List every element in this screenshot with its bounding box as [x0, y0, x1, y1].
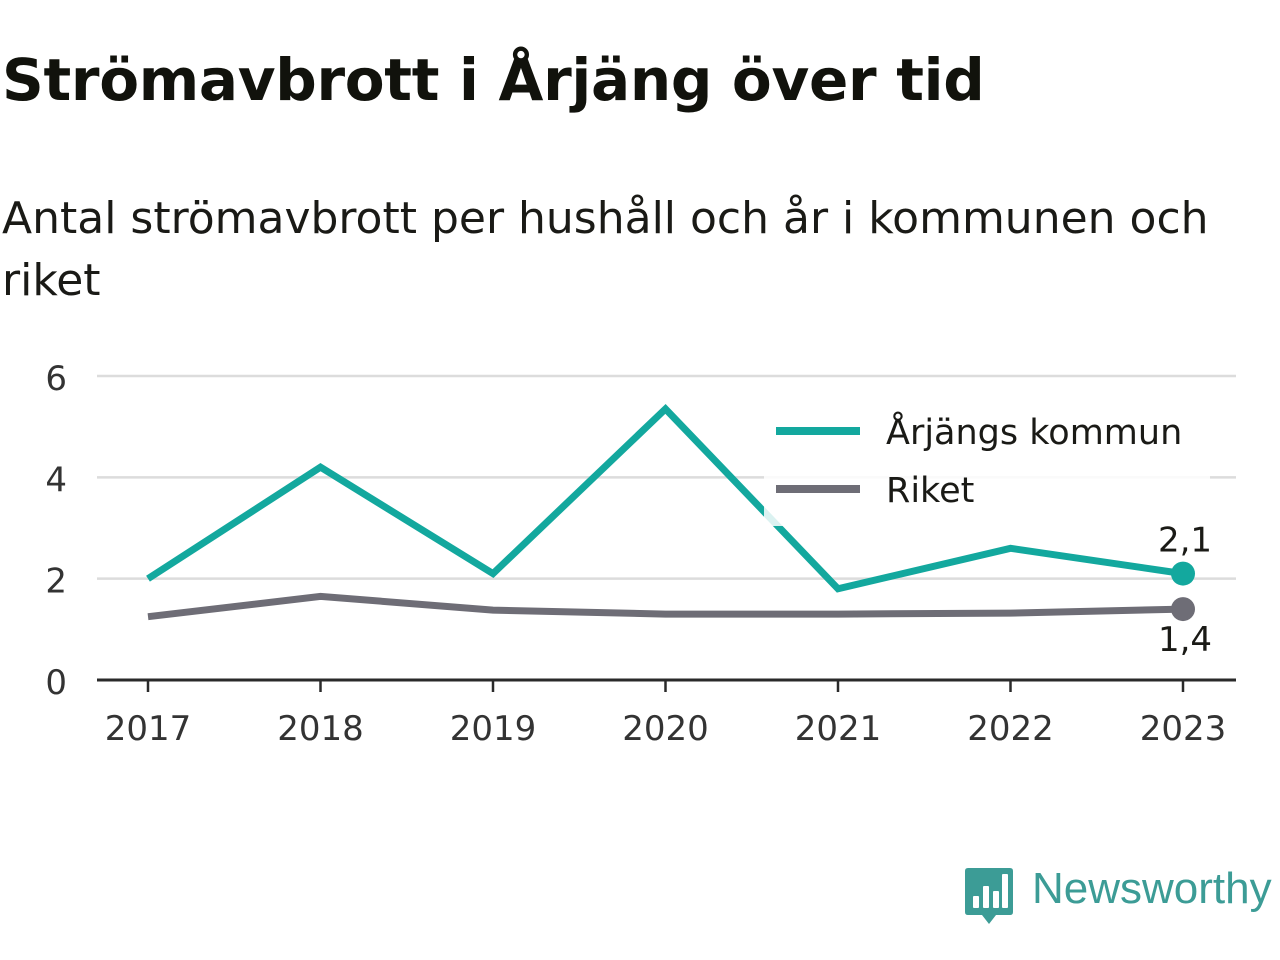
x-tick-label: 2023: [1140, 709, 1227, 749]
x-tick-label: 2017: [105, 709, 192, 749]
end-value-label: 2,1: [1158, 521, 1212, 561]
legend-background: [764, 402, 1210, 526]
end-value-label: 1,4: [1158, 620, 1212, 660]
end-point-marker: [1171, 561, 1195, 586]
series-lines: [146, 403, 1184, 621]
legend-label: Årjängs kommun: [886, 410, 1182, 453]
x-tick-label: 2019: [450, 709, 537, 749]
y-tick-label: 4: [45, 460, 67, 500]
x-tick-label: 2021: [795, 709, 882, 749]
line-chart: 0 2 4 6 2017 2018 2019 2020 2021 2022 2023 Årjäng…: [45, 359, 1236, 749]
y-axis-ticks: 0 2 4 6: [45, 359, 67, 703]
legend-label: Riket: [886, 471, 974, 511]
x-tick-label: 2018: [277, 709, 364, 749]
y-tick-label: 0: [45, 663, 67, 703]
y-tick-label: 2: [45, 562, 67, 602]
legend: Årjängs kommun Riket: [764, 402, 1210, 526]
x-axis: 2017 2018 2019 2020 2021 2022 2023: [97, 678, 1236, 749]
chart-subtitle: Antal strömavbrott per hushåll och år i …: [2, 193, 1209, 306]
y-tick-label: 6: [45, 359, 67, 399]
newsworthy-logo: Newsworthy: [964, 866, 1272, 926]
series-line: [146, 403, 1184, 593]
x-tick-label: 2020: [622, 709, 709, 749]
newsworthy-logo-icon: [965, 868, 1013, 924]
newsworthy-wordmark: Newsworthy: [1032, 864, 1272, 913]
end-labels: 2,1 1,4: [1158, 521, 1212, 660]
series-line: [147, 592, 1184, 621]
chart-title: Strömavbrott i Årjäng över tid: [2, 46, 985, 114]
end-point-marker: [1171, 597, 1195, 622]
x-tick-label: 2022: [967, 709, 1054, 749]
